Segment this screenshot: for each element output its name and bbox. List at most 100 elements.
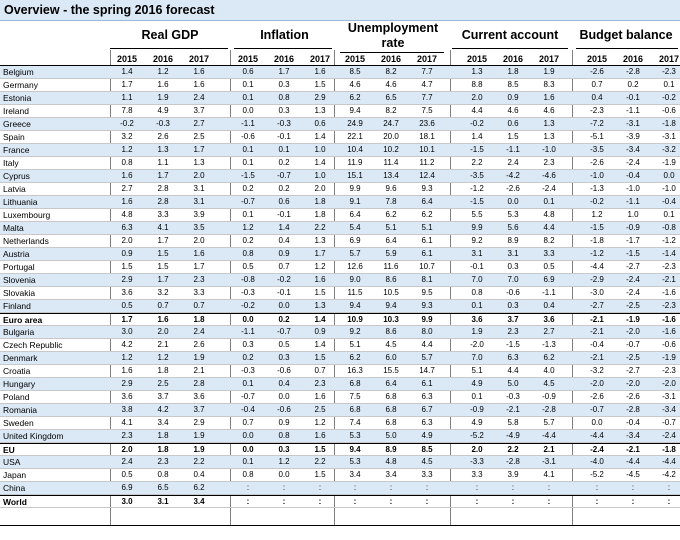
table-cell: 0.9 <box>278 249 290 258</box>
table-cell: -2.0 <box>626 327 640 336</box>
table-cell: : <box>389 483 393 492</box>
table-cell: -1.5 <box>470 197 484 206</box>
table-cell: -2.4 <box>626 158 640 167</box>
table-cell: 1.5 <box>314 470 326 479</box>
table-cell: 2.5 <box>314 405 326 414</box>
table-cell: 2.9 <box>121 275 133 284</box>
table-cell: -4.9 <box>506 431 520 440</box>
table-cell: 8.5 <box>507 80 519 89</box>
table-cell: 3.1 <box>471 249 483 258</box>
table-cell: 15.1 <box>347 171 363 180</box>
table-cell: 3.1 <box>507 249 519 258</box>
table-cell: : <box>246 483 250 492</box>
table-cell: 3.1 <box>193 184 205 193</box>
table-cell: -7.2 <box>590 119 604 128</box>
table-cell: 16.3 <box>347 366 363 375</box>
table-cell: 3.6 <box>193 392 205 401</box>
table-cell: 1.8 <box>314 210 326 219</box>
table-cell: 11.2 <box>419 158 435 167</box>
table-cell: 1.2 <box>314 418 326 427</box>
table-cell: 0.4 <box>591 93 603 102</box>
table-cell: 3.6 <box>121 288 133 297</box>
table-row: Luxembourg 4.8 3.3 3.9 0.1 -0.1 1.8 6.4 6.2 6.2 5.… <box>0 209 680 222</box>
table-cell: -2.8 <box>506 457 520 466</box>
table-cell: : <box>318 483 322 492</box>
table-cell: 9.4 <box>349 445 361 454</box>
table-cell: -2.6 <box>626 392 640 401</box>
table-cell: 1.2 <box>242 223 254 232</box>
table-cell: -0.4 <box>626 418 640 427</box>
country-label: EU <box>3 445 15 455</box>
table-cell: : <box>631 483 635 492</box>
table-cell: 0.3 <box>278 106 290 115</box>
table-cell: 0.6 <box>314 119 326 128</box>
table-cell: -0.6 <box>662 340 676 349</box>
table-cell: 2.0 <box>471 93 483 102</box>
group-underline-real-gdp <box>110 48 228 49</box>
table-cell: -2.6 <box>590 392 604 401</box>
table-cell: 6.2 <box>349 93 361 102</box>
table-cell: 2.6 <box>157 132 169 141</box>
table-cell: 1.7 <box>314 249 326 258</box>
table-cell: : <box>353 483 357 492</box>
country-label: Euro area <box>3 315 43 325</box>
table-cell: 5.3 <box>349 431 361 440</box>
table-cell: 1.7 <box>121 80 133 89</box>
table-cell: -0.4 <box>626 171 640 180</box>
table-cell: 4.5 <box>543 379 555 388</box>
table-cell: -0.6 <box>277 405 291 414</box>
table-cell: -1.0 <box>662 184 676 193</box>
year-header: 2016 <box>502 54 524 64</box>
country-label: Portugal <box>3 262 35 272</box>
table-cell: -0.2 <box>470 119 484 128</box>
table-cell: 3.9 <box>193 210 205 219</box>
table-cell: -0.2 <box>662 93 676 102</box>
table-cell: 1.3 <box>314 301 326 310</box>
table-cell: 6.5 <box>385 93 397 102</box>
table-cell: : <box>425 497 429 506</box>
table-row: EU 2.0 1.8 1.9 0.0 0.3 1.5 9.4 8.9 8.5 2.0 2.2 2.1 -2… <box>0 443 680 456</box>
table-cell: 3.3 <box>193 288 205 297</box>
table-cell: -1.9 <box>626 315 640 324</box>
table-cell: -0.7 <box>241 392 255 401</box>
table-cell: 2.3 <box>157 457 169 466</box>
table-cell: 2.7 <box>543 327 555 336</box>
table-cell: -3.1 <box>626 119 640 128</box>
country-label: Netherlands <box>3 236 49 246</box>
table-cell: 2.8 <box>157 197 169 206</box>
table-cell: 13.4 <box>383 171 399 180</box>
table-cell: -2.0 <box>662 379 676 388</box>
table-row: Greece -0.2 -0.3 2.7 -1.1 -0.3 0.6 24.9 24.7 23.6… <box>0 118 680 131</box>
table-cell: 6.5 <box>157 483 169 492</box>
table-cell: 3.4 <box>385 470 397 479</box>
table-cell: 0.2 <box>278 158 290 167</box>
table-cell: 6.3 <box>421 392 433 401</box>
table-row: Portugal 1.5 1.5 1.7 0.5 0.7 1.2 12.6 11.6 10.7 -0… <box>0 261 680 274</box>
table-cell: 4.2 <box>157 405 169 414</box>
table-cell: 0.2 <box>278 184 290 193</box>
country-label: Ireland <box>3 106 29 116</box>
table-cell: 6.1 <box>421 249 433 258</box>
table-cell: 0.5 <box>121 470 133 479</box>
table-row: Czech Republic 4.2 2.1 2.6 0.3 0.5 1.4 5.1 4.5 4.… <box>0 339 680 352</box>
table-cell: 5.3 <box>507 210 519 219</box>
table-cell: 20.0 <box>383 132 399 141</box>
table-cell: 8.2 <box>385 67 397 76</box>
table-cell: 9.3 <box>421 301 433 310</box>
year-header: 2016 <box>380 54 402 64</box>
table-cell: 0.7 <box>278 262 290 271</box>
table-cell: -1.5 <box>626 249 640 258</box>
table-cell: 1.3 <box>543 132 555 141</box>
table-cell: -0.6 <box>662 106 676 115</box>
country-label: Poland <box>3 392 30 402</box>
year-header: 2015 <box>344 54 366 64</box>
table-cell: -1.0 <box>590 171 604 180</box>
table-cell: 6.8 <box>385 392 397 401</box>
table-row: Lithuania 1.6 2.8 3.1 -0.7 0.6 1.8 9.1 7.8 6.4 -1.… <box>0 196 680 209</box>
table-cell: 4.8 <box>385 457 397 466</box>
table-cell: -2.3 <box>662 262 676 271</box>
table-cell: 4.4 <box>543 223 555 232</box>
table-cell: 5.0 <box>507 379 519 388</box>
table-cell: 9.5 <box>421 288 433 297</box>
table-cell: 5.0 <box>385 431 397 440</box>
